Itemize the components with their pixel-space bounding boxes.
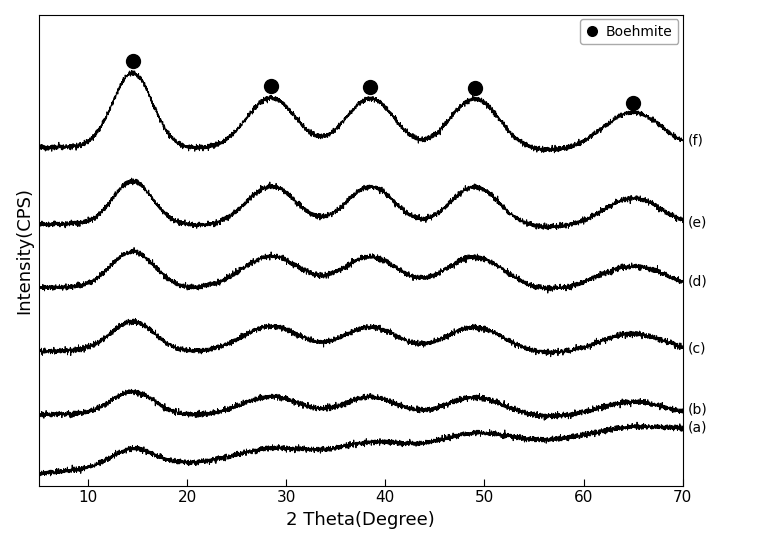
Text: (e): (e) (687, 215, 707, 230)
Legend: Boehmite: Boehmite (580, 19, 678, 44)
Text: (f): (f) (687, 133, 703, 147)
Text: (c): (c) (687, 341, 706, 355)
Text: (d): (d) (687, 274, 707, 288)
Text: (b): (b) (687, 402, 707, 416)
X-axis label: 2 Theta(Degree): 2 Theta(Degree) (286, 511, 435, 529)
Text: (a): (a) (687, 421, 707, 435)
Y-axis label: Intensity(CPS): Intensity(CPS) (15, 187, 33, 314)
